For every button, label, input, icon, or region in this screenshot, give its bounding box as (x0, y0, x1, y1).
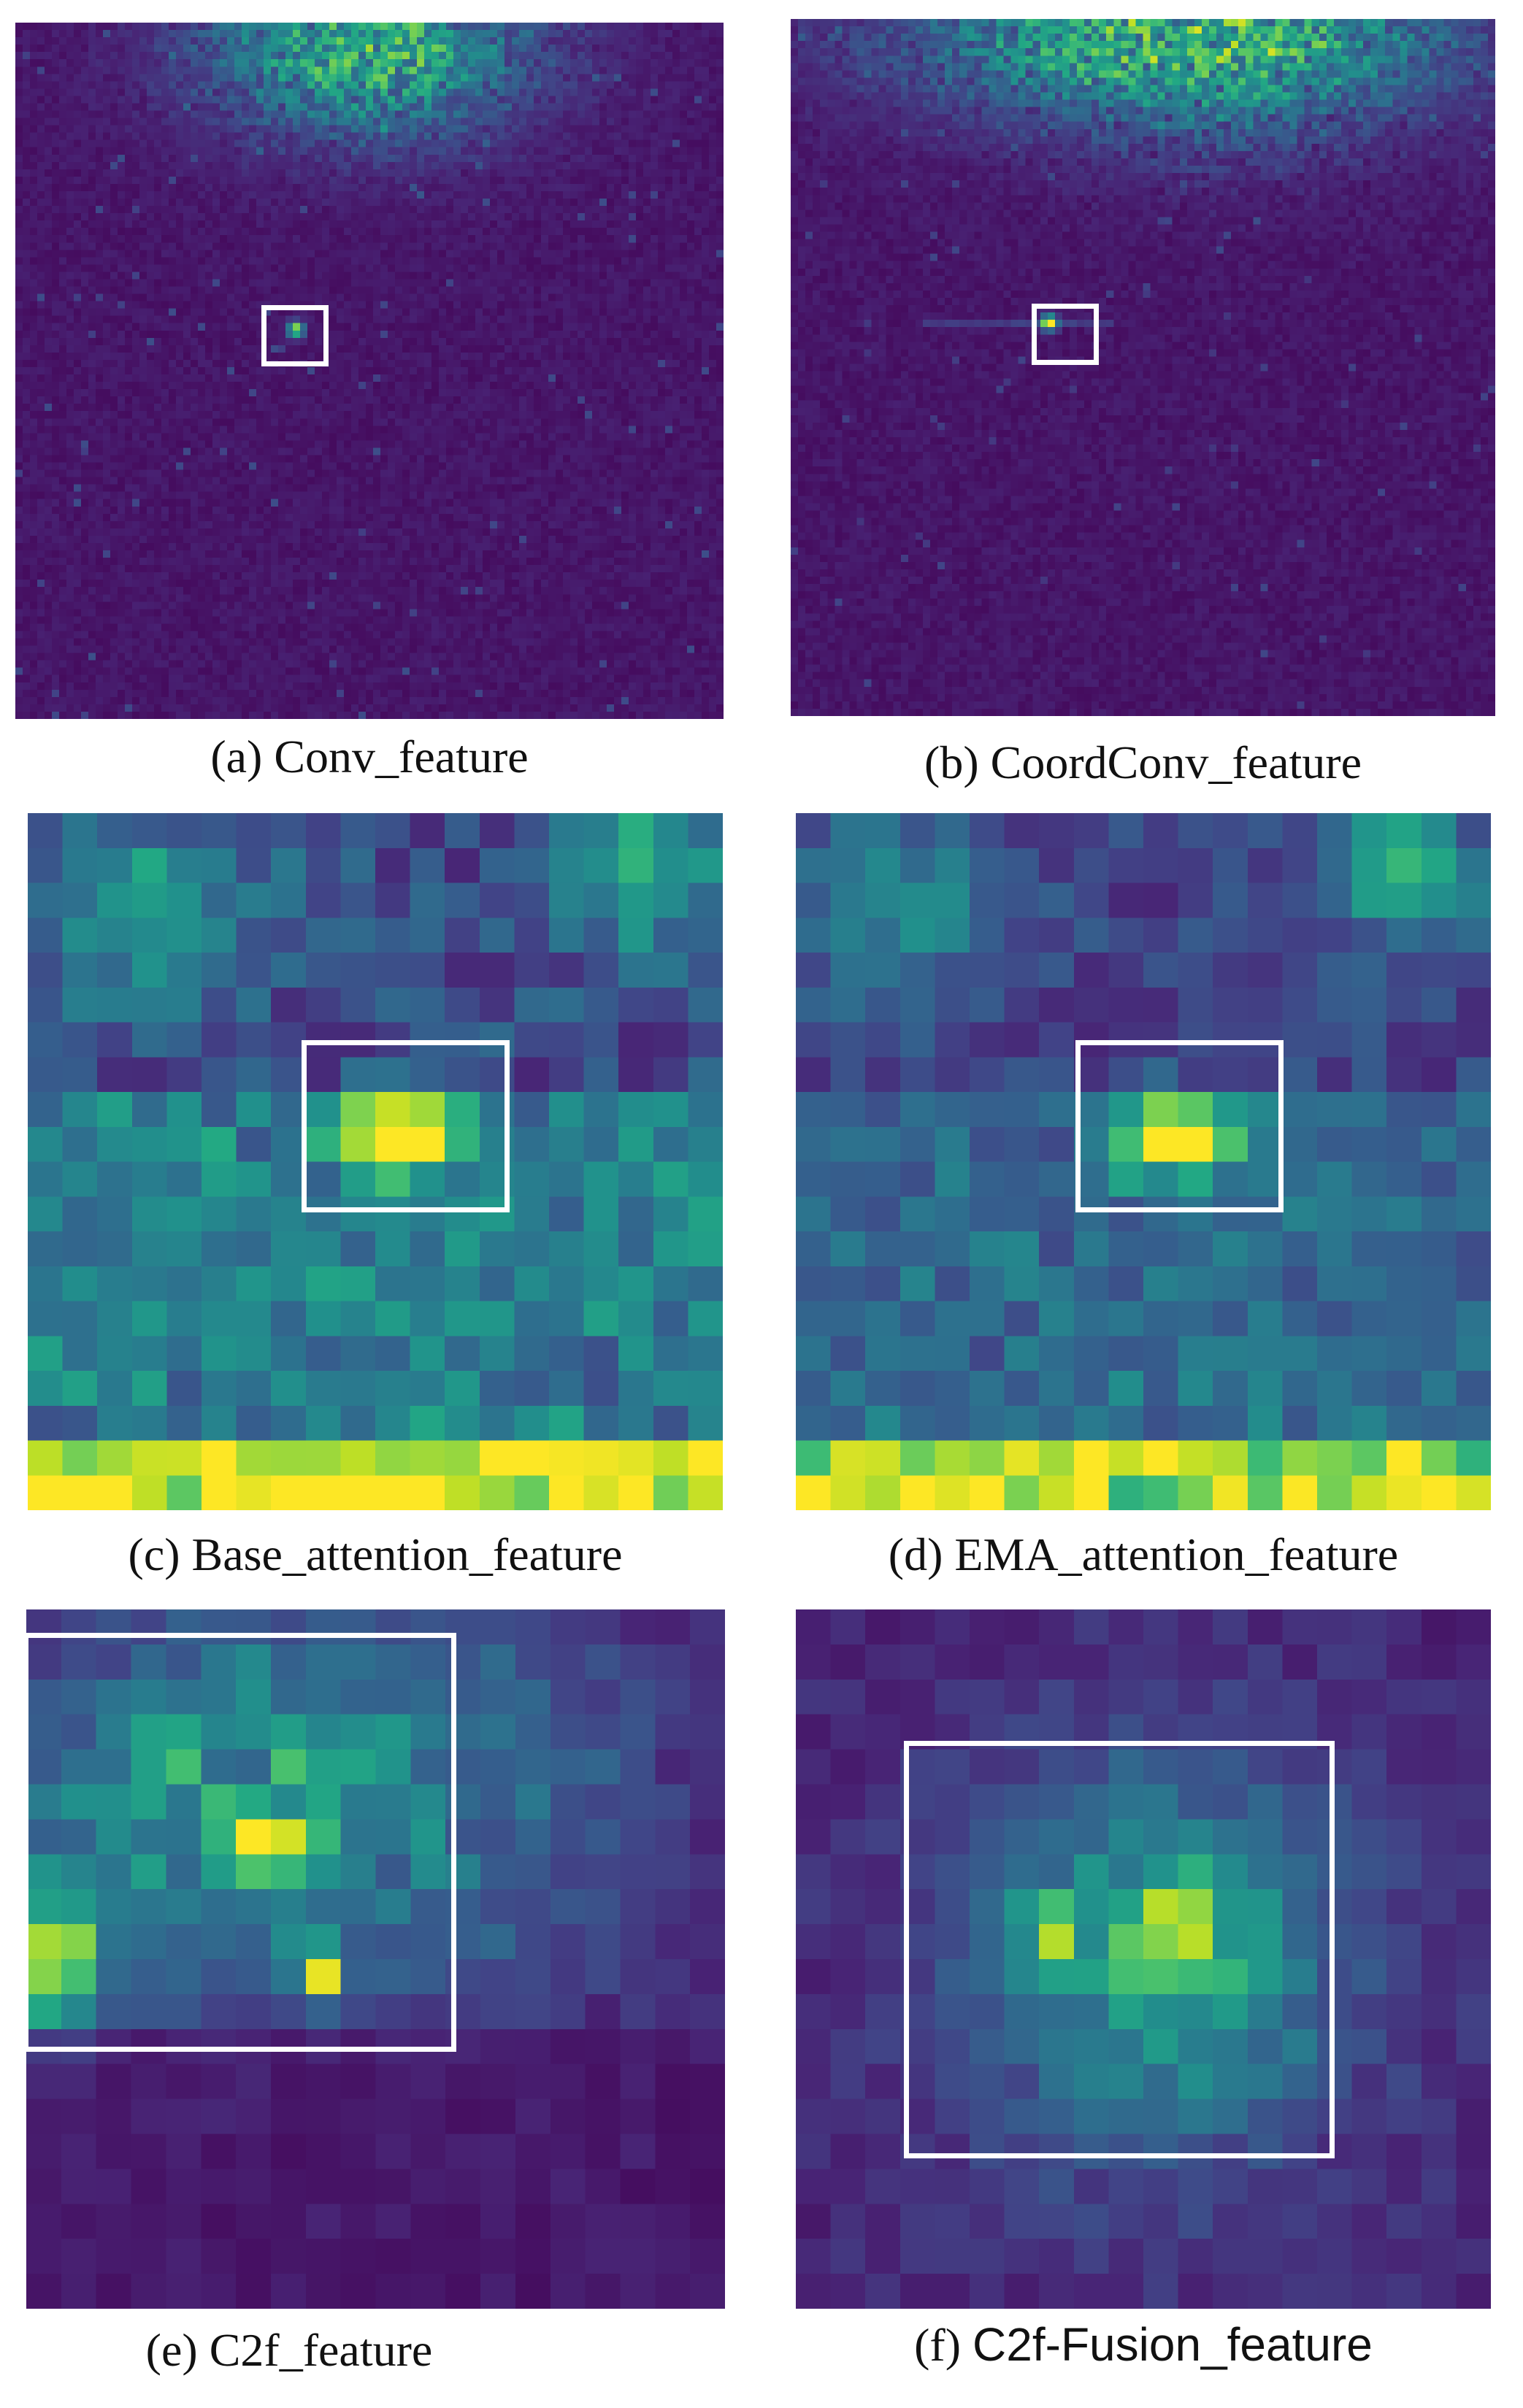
heatmap-ema-attention-feature (796, 813, 1491, 1510)
roi-box (23, 1633, 456, 2052)
heatmap-coordconv-feature (791, 19, 1495, 716)
heatmap-canvas (15, 23, 724, 719)
heatmap-conv-feature (15, 23, 724, 719)
caption-c: (c) Base_attention_feature (28, 1531, 723, 1578)
roi-box (302, 1040, 510, 1212)
heatmap-canvas (28, 813, 723, 1510)
heatmap-canvas (26, 1609, 725, 2309)
caption-name: Base_attention_feature (191, 1528, 623, 1580)
caption-name: EMA_attention_feature (954, 1528, 1399, 1580)
caption-name: C2f_feature (209, 2324, 433, 2376)
caption-a: (a) Conv_feature (15, 734, 724, 780)
heatmap-c2f-feature (26, 1609, 725, 2309)
heatmap-c2f-fusion-feature (796, 1609, 1491, 2309)
caption-name: C2f-Fusion_feature (973, 2318, 1373, 2371)
caption-prefix: (f) (914, 2319, 973, 2371)
caption-prefix: (d) (888, 1528, 955, 1580)
heatmap-canvas (791, 19, 1495, 716)
caption-name: Conv_feature (274, 731, 529, 782)
caption-e: (e) C2f_feature (26, 2327, 552, 2374)
caption-d: (d) EMA_attention_feature (796, 1531, 1491, 1578)
roi-box (904, 1741, 1335, 2158)
roi-box (1075, 1040, 1284, 1212)
caption-b: (b) CoordConv_feature (791, 739, 1495, 786)
caption-prefix: (c) (128, 1528, 192, 1580)
caption-f: (f) C2f-Fusion_feature (796, 2321, 1491, 2369)
caption-prefix: (a) (210, 731, 275, 782)
caption-name: CoordConv_feature (990, 736, 1362, 788)
roi-box (261, 305, 329, 366)
caption-prefix: (e) (145, 2324, 210, 2376)
heatmap-canvas (796, 1609, 1491, 2309)
heatmap-canvas (796, 813, 1491, 1510)
caption-prefix: (b) (924, 736, 991, 788)
roi-box (1032, 304, 1099, 365)
heatmap-base-attention-feature (28, 813, 723, 1510)
